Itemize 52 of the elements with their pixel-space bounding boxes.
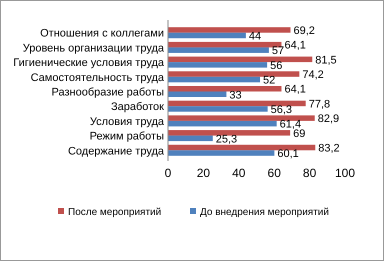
- y-tick-label: Содержание труда: [68, 145, 165, 158]
- x-tick-label: 20: [196, 166, 210, 180]
- data-label: 69: [293, 128, 306, 140]
- data-label: 25,3: [216, 133, 238, 146]
- bar: [168, 150, 274, 156]
- bar: [168, 144, 316, 150]
- data-label: 44: [248, 30, 262, 42]
- y-tick-label: Самостоятельность труда: [30, 72, 165, 84]
- bar: [168, 62, 268, 68]
- data-label: 81,5: [315, 54, 337, 66]
- bar: [168, 92, 226, 98]
- y-tick-label: Отношения с коллегами: [40, 28, 164, 40]
- y-tick-label: Условия труда: [90, 116, 165, 128]
- bar: [168, 115, 315, 121]
- data-label: 82,9: [318, 113, 340, 126]
- y-tick-label: Режим работы: [90, 130, 164, 143]
- data-label: 56,3: [270, 104, 292, 116]
- bar: [168, 32, 246, 38]
- bar: [168, 136, 213, 142]
- data-label: 56: [270, 60, 282, 72]
- legend-label: До внедрения мероприятий: [200, 207, 329, 218]
- bar: [168, 76, 260, 82]
- bar: [168, 130, 290, 136]
- x-tick-label: 40: [232, 166, 246, 180]
- bar: [168, 42, 282, 48]
- bar: [168, 106, 268, 112]
- legend-label: После мероприятий: [68, 207, 162, 218]
- data-label: 52: [263, 74, 276, 87]
- y-tick-label: Разнообразие работы: [52, 86, 164, 98]
- y-tick-label: Гигиенические условия труда: [13, 57, 165, 70]
- data-label: 57: [272, 45, 284, 58]
- y-tick-label: Уровень организации труда: [22, 42, 165, 54]
- data-label: 33: [229, 89, 242, 102]
- y-tick-label: Заработок: [110, 101, 164, 114]
- bar: [168, 56, 312, 62]
- data-label: 77,8: [308, 98, 330, 110]
- x-tick-label: 100: [334, 166, 356, 180]
- bar: [168, 47, 269, 53]
- data-label: 64,1: [284, 40, 306, 52]
- bar: [168, 100, 306, 106]
- data-label: 74,2: [302, 69, 324, 82]
- bar: [168, 86, 282, 92]
- data-label: 69,2: [293, 24, 315, 37]
- x-tick-label: 60: [268, 166, 282, 180]
- x-tick-label: 80: [302, 166, 317, 180]
- bar: [168, 27, 290, 33]
- x-tick-label: 0: [164, 166, 172, 180]
- data-label: 83,2: [318, 142, 340, 155]
- bar: [168, 120, 277, 126]
- bar: [168, 71, 300, 77]
- data-label: 64,1: [284, 84, 306, 96]
- data-label: 60,1: [277, 148, 299, 160]
